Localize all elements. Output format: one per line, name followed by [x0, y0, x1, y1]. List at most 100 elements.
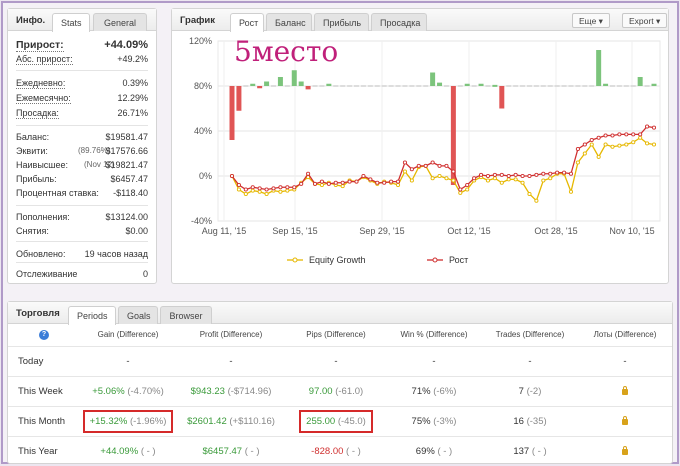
growth-point: [575, 146, 580, 152]
period-cell: Today: [8, 345, 80, 376]
col-win[interactable]: Win % (Difference): [400, 330, 468, 340]
trades-cell: 7 (-2): [482, 375, 578, 406]
growth-point: [458, 187, 463, 192]
tab-balance[interactable]: Баланс: [266, 13, 312, 31]
daily-bar: [540, 85, 546, 87]
growth-point: [278, 185, 283, 190]
tab-stats[interactable]: Stats: [52, 13, 90, 32]
equity-growth-point: [541, 178, 546, 183]
col-trades[interactable]: Trades (Difference): [495, 330, 565, 340]
lock-icon[interactable]: [622, 385, 628, 395]
tab-browser[interactable]: Browser: [160, 306, 212, 324]
lots-cell: -: [578, 345, 672, 376]
legend-marker: [432, 257, 438, 263]
col-lots[interactable]: Лоты (Difference): [593, 330, 657, 340]
col-pips[interactable]: Pips (Difference): [306, 330, 366, 340]
help-icon[interactable]: ?: [39, 330, 49, 341]
tab-periods[interactable]: Periods: [68, 306, 116, 325]
daily-bar: [305, 86, 311, 90]
equity-growth-point: [492, 176, 497, 181]
win-diff: ( - ): [437, 445, 453, 457]
growth-point: [638, 132, 643, 137]
daily-bar: [499, 86, 505, 109]
lock-icon[interactable]: [622, 445, 628, 455]
tab-growth[interactable]: Рост: [230, 13, 264, 32]
daily-bar: [347, 85, 353, 87]
daily-bar: [284, 85, 290, 87]
tab-general[interactable]: General: [93, 13, 147, 31]
growth-point: [326, 181, 331, 186]
equity-growth-point: [485, 178, 491, 183]
daily-bar: [271, 85, 277, 87]
growth-point: [264, 187, 269, 192]
equity-growth-point: [513, 177, 518, 182]
win-cell: 75% (-3%): [386, 405, 482, 436]
trades-diff: ( - ): [531, 445, 547, 457]
growth-point: [368, 177, 373, 182]
lots-cell: [578, 435, 672, 466]
equity-growth-point: [582, 151, 587, 156]
equity-growth-point: [236, 187, 241, 192]
y-tick-label: 80%: [194, 81, 212, 91]
growth-point: [485, 173, 491, 179]
daily-bar: [381, 85, 387, 87]
growth-point: [375, 180, 380, 185]
growth-point: [389, 179, 394, 184]
growth-point: [548, 171, 553, 176]
growth-point: [292, 185, 297, 190]
daily-bar: [291, 70, 297, 86]
growth-point: [478, 172, 484, 177]
growth-point: [603, 133, 608, 138]
info-row-label: Баланс:: [16, 132, 50, 142]
daily-bar: [430, 72, 436, 86]
info-row: Эквити: (89.76%) $17576.66: [16, 146, 148, 160]
period-cell: This Month: [8, 405, 80, 436]
daily-bar: [575, 85, 581, 87]
growth-point: [285, 185, 290, 190]
more-button[interactable]: Еще ▾: [572, 13, 610, 28]
growth-point: [354, 179, 359, 184]
info-row: Прирост: +44.09%: [16, 39, 148, 53]
info-row-label: Пополнения:: [16, 212, 70, 222]
growth-point: [492, 172, 497, 177]
lots-cell: [578, 405, 672, 436]
profit-value: -: [229, 355, 233, 367]
growth-point: [589, 137, 594, 143]
divider: [16, 125, 148, 126]
growth-point: [312, 181, 318, 186]
tab-profit[interactable]: Прибыль: [314, 13, 369, 31]
info-row-value: 26.71%: [117, 108, 148, 118]
divider: [16, 262, 148, 263]
growth-point: [562, 170, 567, 175]
trades-value: 16: [513, 415, 524, 427]
col-gain[interactable]: Gain (Difference): [97, 330, 159, 340]
col-profit[interactable]: Profit (Difference): [199, 330, 263, 340]
info-row: Ежемесячно: 12.29%: [16, 93, 148, 107]
growth-point: [527, 173, 532, 179]
pips-diff: (-61.0): [335, 385, 364, 397]
table-row: This Week +5.06% (-4.70%) $943.23 (-$714.9…: [8, 375, 672, 406]
export-button[interactable]: Export ▾: [622, 13, 668, 28]
tab-goals[interactable]: Goals: [118, 306, 158, 324]
gain-value: +44.09%: [100, 445, 139, 457]
info-row-value: +44.09%: [104, 39, 148, 51]
profit-value: $6457.47: [202, 445, 243, 457]
equity-growth-point: [402, 169, 408, 174]
lock-icon[interactable]: [622, 415, 628, 425]
chart-panel-header: График Рост Баланс Прибыль Просадка Еще …: [172, 9, 668, 32]
growth-point: [568, 171, 574, 176]
info-row: Отслеживание 0: [16, 269, 148, 283]
info-row: Снятия: $0.00: [16, 226, 148, 240]
equity-growth-point: [631, 140, 636, 145]
growth-point: [534, 172, 539, 177]
daily-bar: [319, 85, 325, 87]
equity-growth-point: [617, 143, 622, 148]
daily-bar: [471, 85, 477, 87]
period-cell: This Year: [8, 435, 80, 466]
equity-growth-point: [264, 191, 269, 197]
daily-bar: [637, 77, 643, 86]
win-diff: (-3%): [433, 415, 457, 427]
tab-drawdown[interactable]: Просадка: [371, 13, 427, 31]
info-row-label: Ежедневно:: [16, 78, 66, 89]
